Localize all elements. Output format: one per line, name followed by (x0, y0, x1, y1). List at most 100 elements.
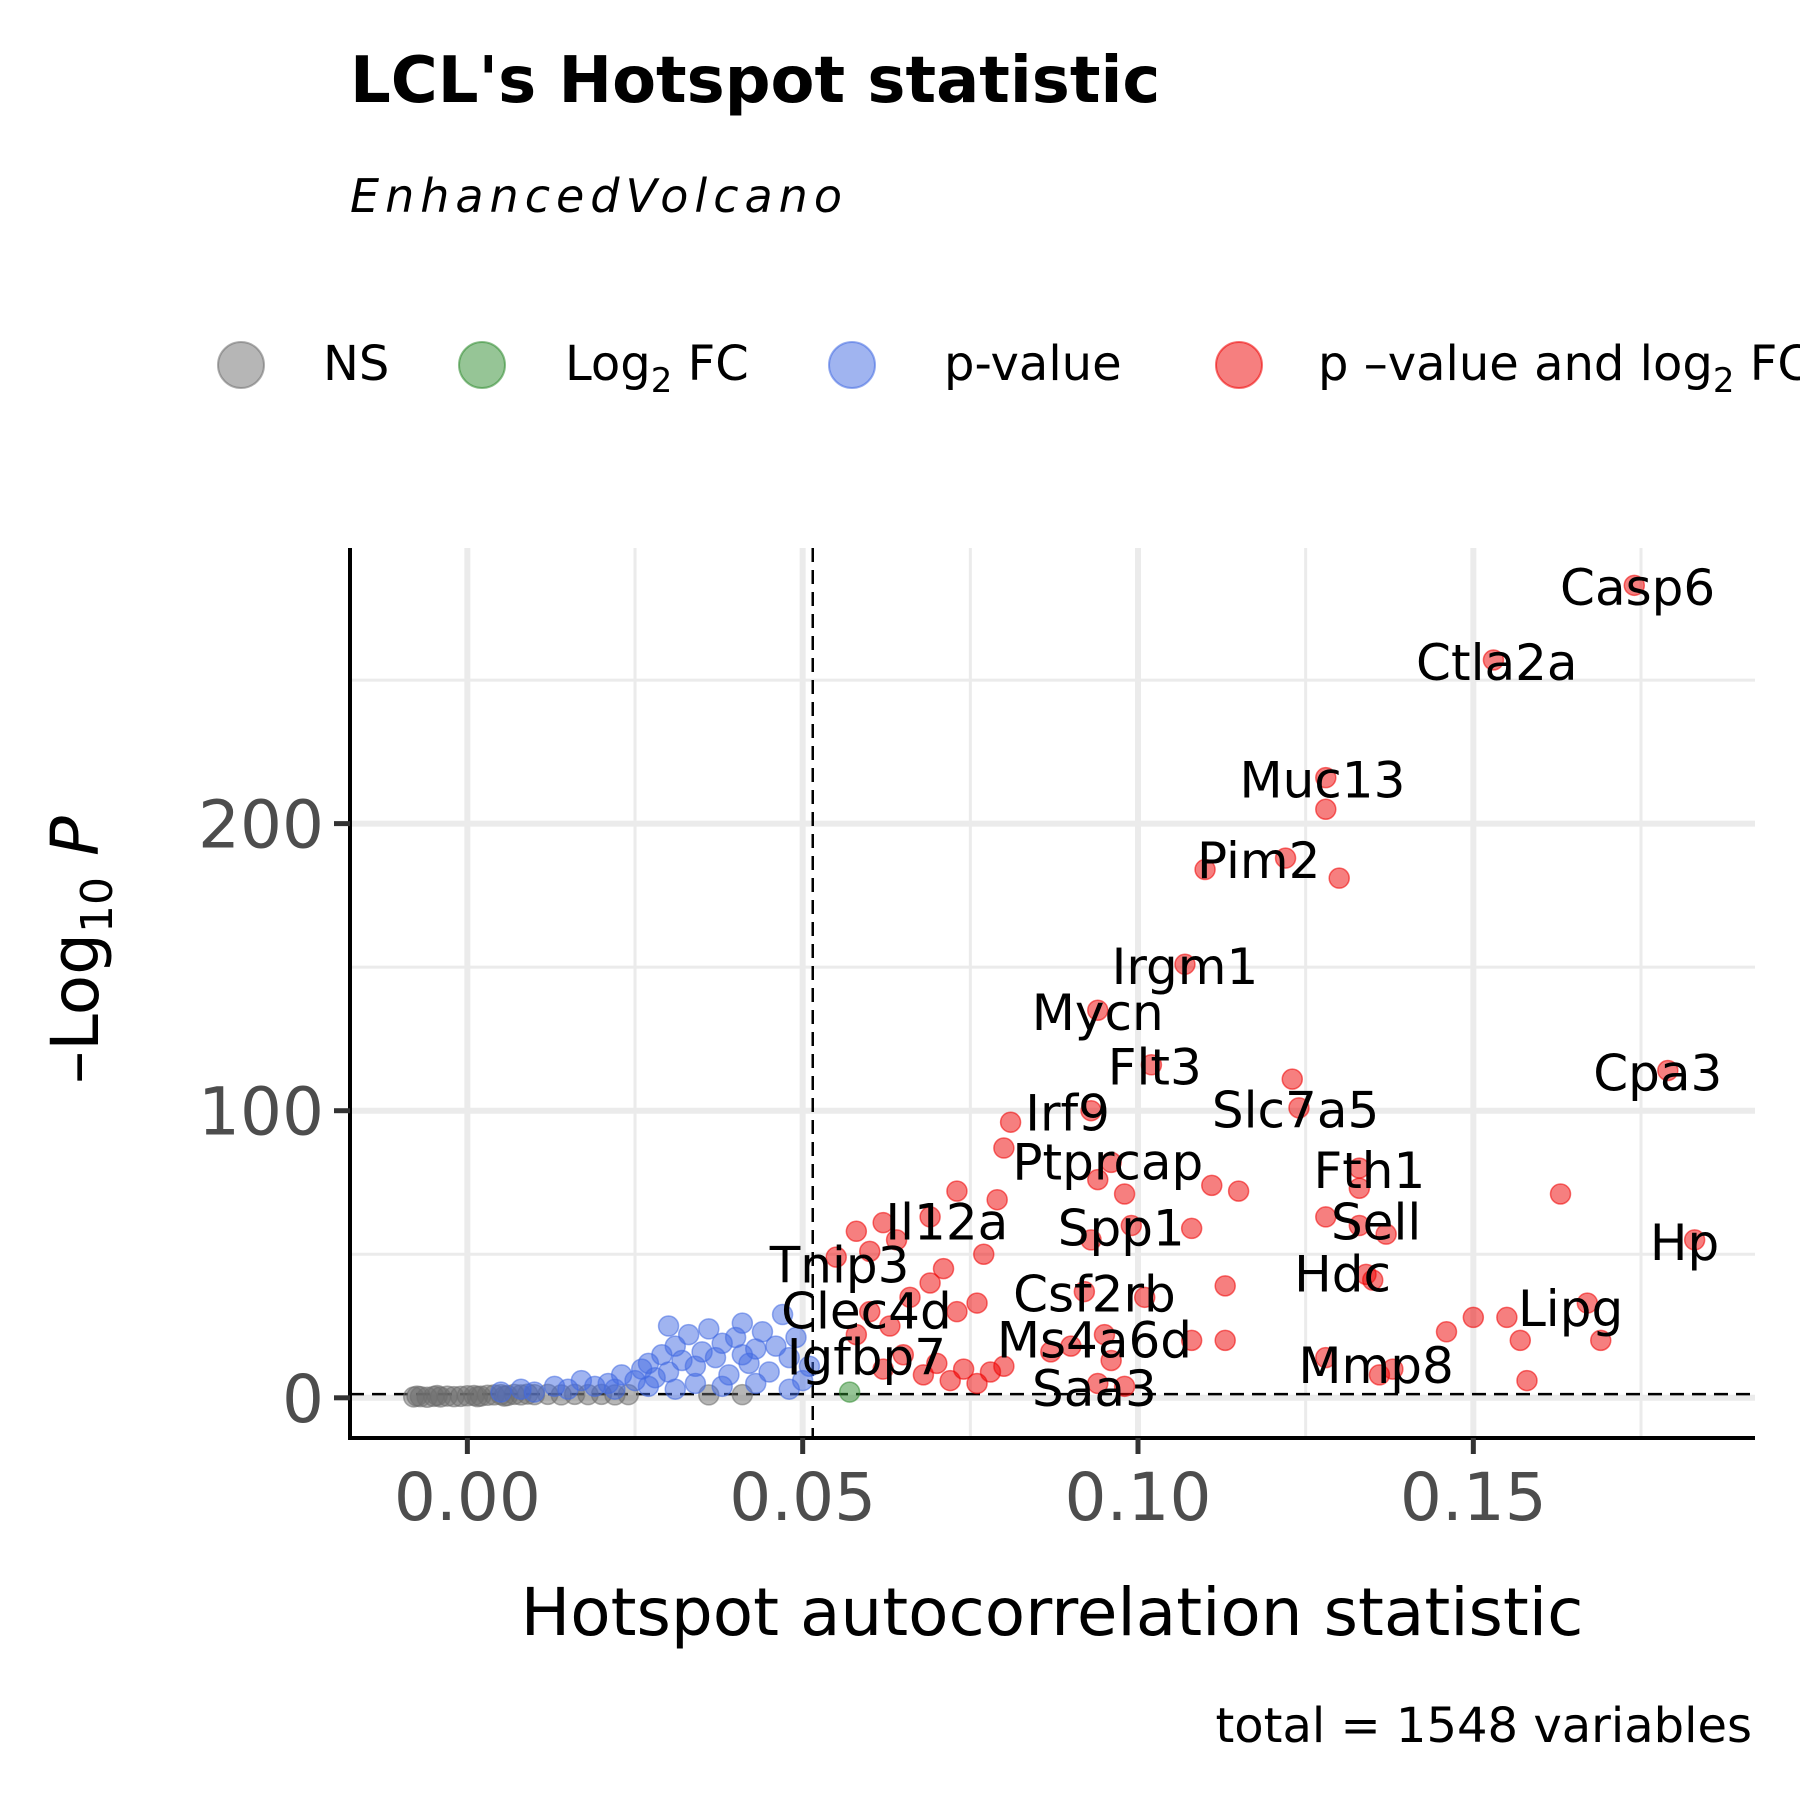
point-pfc (1315, 1206, 1337, 1228)
point-p (698, 1318, 720, 1340)
point-pfc (926, 1352, 948, 1375)
point-p (523, 1381, 546, 1403)
point-p (731, 1312, 754, 1334)
gene-label: Il12a (885, 1194, 1008, 1252)
point-p (798, 1355, 821, 1377)
point-pfc (932, 1257, 955, 1280)
point-ns (426, 1384, 448, 1407)
point-pfc (1113, 1183, 1136, 1205)
point-ns (406, 1385, 428, 1407)
point-pfc (1040, 1341, 1062, 1363)
point-pfc (1516, 1369, 1538, 1392)
point-pfc (1683, 1229, 1706, 1251)
point-p (778, 1346, 801, 1369)
point-pfc (1133, 1286, 1156, 1309)
point-pfc (999, 1111, 1022, 1133)
point-pfc (899, 1286, 921, 1309)
point-p (751, 1321, 774, 1343)
y-tick-label: 100 (198, 1074, 324, 1151)
gene-label: Ptprcap (1012, 1133, 1203, 1191)
gene-label: Ms4a6d (997, 1311, 1192, 1369)
point-pfc (1462, 1306, 1485, 1329)
y-axis-title-p: P (37, 816, 114, 856)
point-pfc (1174, 953, 1196, 976)
point-pfc (872, 1211, 894, 1234)
point-pfc (825, 1246, 847, 1268)
cutoff-lines (350, 548, 1755, 1438)
point-pfc (1281, 1068, 1304, 1090)
caption: total = 1548 variables (1215, 1698, 1752, 1754)
point-pfc (1328, 867, 1350, 889)
point-pfc (885, 1229, 908, 1251)
legend-label-fc: Log2 FC (565, 336, 749, 401)
gene-label: Csf2rb (1013, 1265, 1176, 1323)
gene-label: Lipg (1518, 1280, 1623, 1338)
gene-label: Hdc (1294, 1245, 1391, 1303)
point-pfc (1382, 1358, 1404, 1380)
point-pfc (892, 1343, 915, 1366)
point-p (711, 1375, 733, 1398)
point-p (771, 1303, 794, 1326)
gene-label: Hp (1650, 1214, 1719, 1272)
point-pfc (1435, 1321, 1458, 1343)
point-pfc (1180, 1217, 1203, 1240)
gene-label: Spp1 (1058, 1199, 1185, 1257)
point-pfc (1315, 798, 1337, 821)
point-pfc (986, 1188, 1008, 1211)
gene-label: Slc7a5 (1212, 1082, 1379, 1140)
point-pfc (1509, 1329, 1532, 1352)
point-pfc (1590, 1329, 1612, 1352)
point-pfc (1375, 1223, 1397, 1245)
point-pfc (993, 1355, 1015, 1377)
point-pfc (1120, 1214, 1143, 1237)
x-tick-label: 0.10 (1065, 1459, 1212, 1536)
point-pfc (1348, 1177, 1371, 1199)
point-pfc (858, 1300, 881, 1323)
point-pfc (879, 1315, 901, 1337)
chart-title: LCL's Hotspot statistic (350, 44, 1160, 118)
legend-label-p: p-value (944, 336, 1122, 392)
point-pfc (1288, 1097, 1310, 1119)
gene-label: Cpa3 (1593, 1044, 1722, 1102)
point-p (637, 1375, 660, 1398)
point-pfc (1623, 574, 1646, 597)
point-p (657, 1315, 680, 1337)
point-pfc (1073, 1280, 1096, 1303)
x-tick-label: 0.05 (729, 1459, 876, 1536)
gene-label: Saa3 (1032, 1360, 1157, 1418)
y-tick-label: 0 (282, 1361, 324, 1438)
point-pfc (1194, 858, 1216, 881)
y-tick-label: 200 (198, 787, 324, 864)
point-pfc (1214, 1329, 1236, 1352)
point-pfc (919, 1206, 941, 1228)
data-points (402, 574, 1706, 1408)
gene-label: Irgm1 (1112, 938, 1259, 996)
gene-label: Tnip3 (769, 1237, 910, 1295)
point-p (785, 1326, 807, 1349)
gene-label: Sell (1331, 1194, 1421, 1252)
point-p (604, 1378, 626, 1400)
point-p (684, 1372, 707, 1395)
point-pfc (1113, 1375, 1136, 1398)
point-pfc (1093, 1323, 1116, 1346)
point-p (664, 1378, 687, 1400)
gene-label: Fth1 (1313, 1142, 1425, 1200)
point-pfc (1087, 1372, 1109, 1395)
legend-key-p (828, 341, 876, 389)
point-pfc (952, 1358, 975, 1380)
point-pfc (973, 1243, 995, 1266)
point-pfc (1496, 1306, 1518, 1329)
gene-label: Flt3 (1108, 1039, 1202, 1097)
point-pfc (993, 1137, 1015, 1159)
point-pfc (919, 1272, 941, 1294)
point-p (744, 1372, 767, 1395)
point-pfc (845, 1220, 868, 1243)
point-pfc (1180, 1329, 1203, 1352)
point-pfc (1100, 1349, 1122, 1372)
gene-label: Mycn (1032, 984, 1164, 1042)
gene-label: Casp6 (1560, 559, 1715, 617)
gene-label: Pim2 (1197, 832, 1320, 890)
point-pfc (1060, 1335, 1082, 1357)
